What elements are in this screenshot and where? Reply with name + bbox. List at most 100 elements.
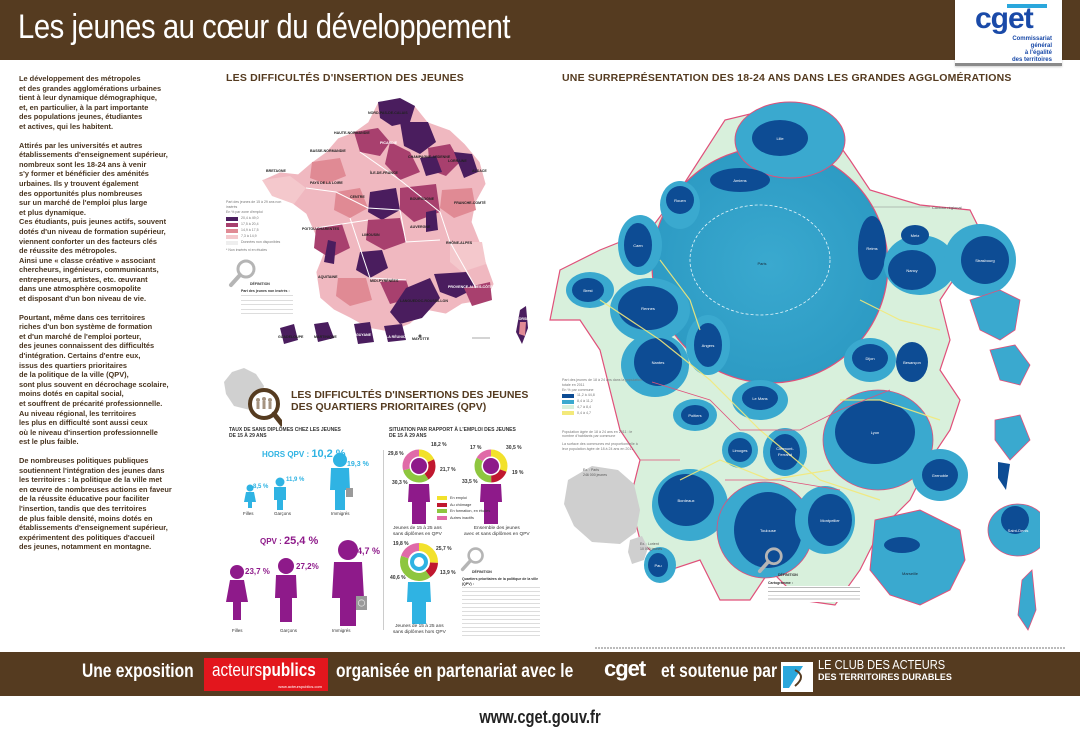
qpv-filles-value: 23,7 % <box>245 567 270 576</box>
cartogram-size-reference <box>564 466 648 564</box>
magnifier-icon <box>757 547 783 574</box>
donut2-red-value: 19 % <box>512 470 524 476</box>
sources-footnote <box>595 647 1065 649</box>
legend-row: 20,4 à 49,0 <box>226 216 286 221</box>
svg-text:RHÔNE-ALPES: RHÔNE-ALPES <box>446 240 473 245</box>
intro-paragraph: Pourtant, même dans ces territoires rich… <box>19 312 169 447</box>
legend-unit: En % par commune <box>562 387 594 392</box>
legend-row: Autres inactifs <box>437 515 490 522</box>
svg-text:Amiens: Amiens <box>733 178 746 183</box>
qpv-immigres-value: 34,7 % <box>352 546 381 556</box>
legend-row: 11,2 à 44,8 <box>562 393 642 398</box>
svg-text:FRANCHE-COMTÉ: FRANCHE-COMTÉ <box>454 200 486 205</box>
svg-text:BOURGOGNE: BOURGOGNE <box>410 197 435 201</box>
svg-text:Pau: Pau <box>654 563 661 568</box>
hors-qpv-immigres-label: Immigrés <box>331 511 350 516</box>
legend-size-note: La surface des communes est proportionne… <box>562 442 638 451</box>
intro-paragraph: Attirés par les universités et autres ét… <box>19 140 168 304</box>
club-line1: LE CLUB DES ACTEURS <box>818 657 946 672</box>
svg-text:Lille: Lille <box>776 136 784 141</box>
qpv-pictogram <box>226 540 367 626</box>
banner-text-partenariat: organisée en partenariat avec le <box>336 661 574 682</box>
logo-wordmark: cget <box>975 2 1034 35</box>
section-title-insertion: LES DIFFICULTÉS D'INSERTION DES JEUNES <box>226 72 465 84</box>
legend-label: 0,4 à 4,7 <box>577 410 591 415</box>
svg-text:LORRAINE: LORRAINE <box>448 159 467 163</box>
svg-text:Besançon: Besançon <box>903 360 921 365</box>
donut1-pink-value: 29,8 % <box>388 451 404 457</box>
definition-lead: Cartogramme : <box>768 581 793 585</box>
svg-text:Strasbourg: Strasbourg <box>975 258 995 263</box>
svg-text:Clermont-: Clermont- <box>776 446 794 451</box>
acteurs-bold: publics <box>262 660 316 680</box>
svg-text:PAYS DE LA LOIRE: PAYS DE LA LOIRE <box>310 181 343 185</box>
svg-text:POITOU-CHARENTES: POITOU-CHARENTES <box>302 227 340 231</box>
header-bar: Les jeunes au cœur du développement <box>0 0 1080 60</box>
donut3-red-value: 13,9 % <box>440 570 456 576</box>
legend-label: Au chômage <box>450 502 472 507</box>
legend-row: Au chômage <box>437 502 490 509</box>
hors-qpv-filles-label: Filles <box>243 511 254 516</box>
svg-text:LANGUEDOC-ROUSSILLON: LANGUEDOC-ROUSSILLON <box>400 299 448 303</box>
svg-text:CHAMPAGNE-ARDENNE: CHAMPAGNE-ARDENNE <box>408 155 451 159</box>
donut1-red-value: 21,7 % <box>440 467 456 473</box>
legend-label: 8,4 à 11,2 <box>577 399 593 404</box>
svg-text:Metz: Metz <box>911 233 920 238</box>
legend-label: 17,5 à 20,4 <box>241 222 259 226</box>
svg-text:CORSE: CORSE <box>516 317 529 321</box>
qpv-total: QPV : 25,4 % <box>260 535 318 547</box>
column-divider <box>383 450 384 630</box>
svg-text:Ferrand: Ferrand <box>778 452 792 457</box>
logo-subtitle-line: général <box>1030 43 1052 49</box>
hors-qpv-immigres-value: 19,3 % <box>347 461 369 468</box>
svg-text:HAUTE-NORMANDIE: HAUTE-NORMANDIE <box>334 131 370 135</box>
svg-text:LA RÉUNION: LA RÉUNION <box>386 334 409 339</box>
definition-lead: Quartiers prioritaires de la politique d… <box>462 577 539 586</box>
svg-text:PROVENCE-ALPES-CÔTE D'AZUR: PROVENCE-ALPES-CÔTE D'AZUR <box>448 284 507 289</box>
svg-text:BASSE-NORMANDIE: BASSE-NORMANDIE <box>310 149 346 153</box>
svg-text:Paris: Paris <box>757 261 766 266</box>
intro-text: Le développement des métropoles et des g… <box>19 74 209 561</box>
region-label: NORD-PAS-DE-CALAIS <box>368 111 408 115</box>
svg-text:ÎLE-DE-FRANCE: ÎLE-DE-FRANCE <box>369 170 399 175</box>
banner-text-soutenue: et soutenue par le <box>661 661 795 682</box>
svg-text:BRETAGNE: BRETAGNE <box>266 169 287 173</box>
legend-row: 4,7 à 8,4 <box>562 405 642 410</box>
magnifier-icon <box>229 259 256 287</box>
donut3-pink-value: 19,8 % <box>393 541 409 547</box>
qpv-immigres-label: Immigrés <box>332 628 351 633</box>
legend-row: En emploi <box>437 495 490 502</box>
definition-lead: Part des jeunes non insérés : <box>241 289 290 293</box>
svg-text:Montpellier: Montpellier <box>820 518 840 523</box>
donut1-yellow-value: 18,2 % <box>431 442 447 448</box>
donut2-pink-value: 17 % <box>470 445 482 451</box>
logo-subtitle-line: à l'égalité <box>1024 50 1052 56</box>
legend-label: 11,2 à 44,8 <box>577 393 595 398</box>
svg-text:CENTRE: CENTRE <box>350 195 365 199</box>
svg-text:Rouen: Rouen <box>674 198 686 203</box>
footer-url[interactable]: www.cget.gouv.fr <box>0 707 1080 728</box>
legend-row: En formation, en études <box>437 508 490 515</box>
legend-row: 8,4 à 11,2 <box>562 399 642 404</box>
left-chart-subtitle: TAUX DE SANS DIPLÔMES CHEZ LES JEUNES DE… <box>229 427 341 439</box>
logo-subtitle-line: des territoires <box>1011 57 1052 63</box>
qpv-garcons-label: Garçons <box>280 628 298 633</box>
svg-text:AQUITAINE: AQUITAINE <box>318 275 338 279</box>
hors-qpv-prefix: HORS QPV : <box>262 450 312 459</box>
footer-url-link[interactable]: www.cget.gouv.fr <box>479 707 601 727</box>
hors-qpv-garcons-label: Garçons <box>274 511 292 516</box>
svg-text:Reims: Reims <box>866 246 877 251</box>
club-logo-icon <box>783 666 803 688</box>
legend-row: 17,5 à 20,4 <box>226 222 286 227</box>
banner-text-exposition: Une exposition <box>82 661 194 682</box>
acteurs-light: acteurs <box>212 660 263 680</box>
svg-text:Lyon: Lyon <box>871 430 880 435</box>
svg-text:Brest: Brest <box>583 288 593 293</box>
employment-donut-charts <box>400 449 508 624</box>
definition-text: Cartogramme : <box>768 581 860 602</box>
svg-text:Limoges: Limoges <box>732 448 747 453</box>
legend-label: Autres inactifs <box>450 515 474 520</box>
logo-accent-bar <box>1007 4 1047 8</box>
donut3-green-value: 40,6 % <box>390 575 406 581</box>
definition-body <box>462 586 540 638</box>
